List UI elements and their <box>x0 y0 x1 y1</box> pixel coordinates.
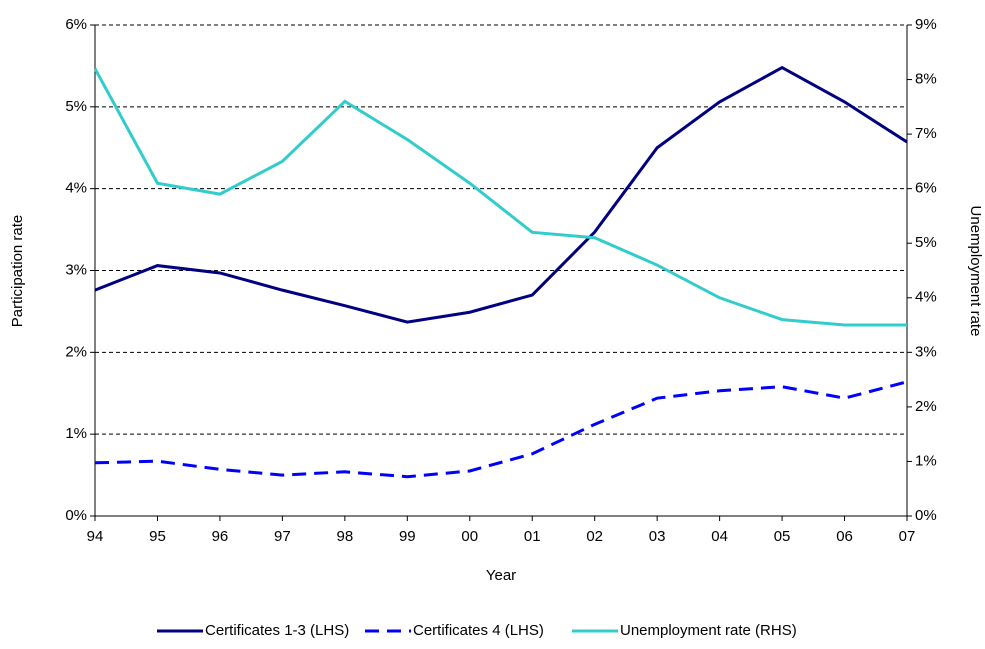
y-tick-label: 3% <box>65 261 87 278</box>
legend-label: Certificates 4 (LHS) <box>413 622 544 639</box>
y-tick-label: 0% <box>65 507 87 524</box>
x-tick-label: 00 <box>461 528 478 545</box>
x-tick-label: 04 <box>711 528 728 545</box>
x-tick-label: 98 <box>337 528 354 545</box>
x-tick-label: 02 <box>586 528 603 545</box>
x-axis-title: Year <box>486 567 516 584</box>
y-tick-label: 2% <box>65 343 87 360</box>
x-tick-label: 07 <box>899 528 916 545</box>
y2-tick-label: 1% <box>915 452 937 469</box>
y2-tick-label: 5% <box>915 234 937 251</box>
x-tick-label: 03 <box>649 528 666 545</box>
y2-axis-title: Unemployment rate <box>967 206 984 337</box>
x-tick-label: 97 <box>274 528 291 545</box>
y-tick-label: 4% <box>65 180 87 197</box>
series-line <box>94 380 908 479</box>
x-tick-label: 05 <box>774 528 791 545</box>
y2-tick-label: 4% <box>915 289 937 306</box>
y2-tick-label: 9% <box>915 16 937 33</box>
x-tick-label: 99 <box>399 528 416 545</box>
x-tick-label: 94 <box>87 528 104 545</box>
y2-tick-label: 8% <box>915 71 937 88</box>
y-tick-label: 1% <box>65 425 87 442</box>
x-tick-label: 95 <box>149 528 166 545</box>
y-tick-label: 5% <box>65 98 87 115</box>
x-tick-label: 96 <box>212 528 229 545</box>
legend-label: Unemployment rate (RHS) <box>620 622 797 639</box>
y2-tick-label: 2% <box>915 398 937 415</box>
x-tick-label: 01 <box>524 528 541 545</box>
series-line <box>94 65 908 324</box>
y2-tick-label: 3% <box>915 343 937 360</box>
y-tick-label: 6% <box>65 16 87 33</box>
y-axis-title: Participation rate <box>9 215 26 328</box>
x-tick-label: 06 <box>836 528 853 545</box>
series-line <box>93 67 907 327</box>
y2-tick-label: 7% <box>915 125 937 142</box>
y2-tick-label: 0% <box>915 507 937 524</box>
legend-label: Certificates 1-3 (LHS) <box>205 622 349 639</box>
y2-tick-label: 6% <box>915 180 937 197</box>
